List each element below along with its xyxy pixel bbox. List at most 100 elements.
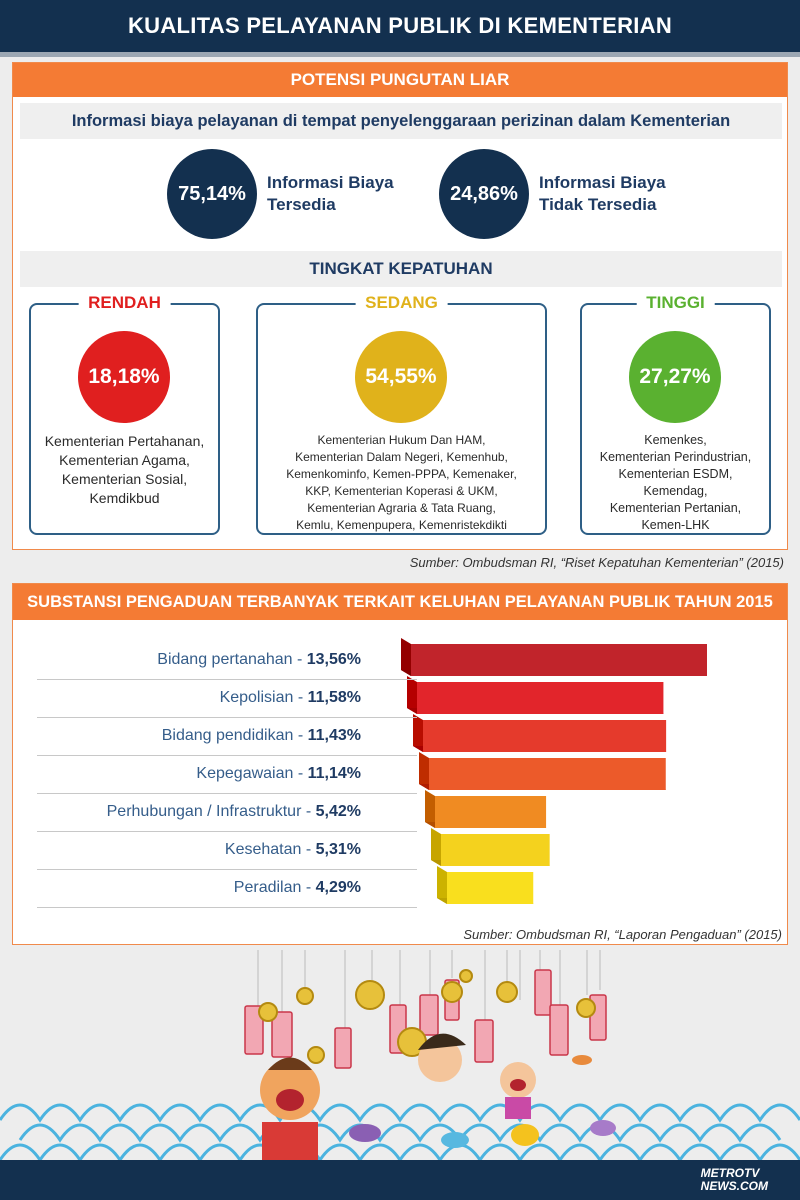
ministry-item: Kemen-LHK <box>641 518 710 532</box>
bar-category-label: Kepegawaian - 11,14% <box>196 765 361 783</box>
section-title: SUBSTANSI PENGADUAN TERBANYAK TERKAIT KE… <box>13 584 787 620</box>
bar-value-label: 11,43% <box>307 727 361 744</box>
section-title-text: POTENSI PUNGUTAN LIAR <box>290 70 510 89</box>
stat-value: 75,14% <box>178 182 246 205</box>
money-illustration <box>0 950 800 1160</box>
bar-category-label: Kesehatan - 5,31% <box>225 841 361 859</box>
section-title-text: SUBSTANSI PENGADUAN TERBANYAK TERKAIT KE… <box>27 592 773 611</box>
ministry-item: KKP, Kementerian Koperasi & UKM, <box>305 484 498 498</box>
ministry-item: Kementerian Pertahanan, <box>44 433 205 449</box>
row-divider <box>37 831 417 832</box>
category-name: Kepolisian - <box>219 689 308 706</box>
bar-side <box>413 714 423 752</box>
logo-line: NEWS.COM <box>700 1179 768 1193</box>
source-note-complaints: Sumber: Ombudsman RI, “Laporan Pengaduan… <box>463 927 782 942</box>
bar-side <box>407 676 417 714</box>
complaints-bar-chart <box>401 638 707 904</box>
ministry-list: Kementerian Hukum Dan HAM, Kementerian D… <box>264 432 539 534</box>
bar-category-label: Peradilan - 4,29% <box>234 879 361 897</box>
bar-side <box>437 866 447 904</box>
page-title: KUALITAS PELAYANAN PUBLIK DI KEMENTERIAN <box>127 13 673 38</box>
ministry-list: Kemenkes, Kementerian Perindustrian, Kem… <box>588 432 763 534</box>
bar-value-label: 5,31% <box>315 841 361 858</box>
ministry-item: Kementerian Sosial, <box>61 471 188 487</box>
bar-value-label: 11,14% <box>307 765 361 782</box>
section-illegal-levies: POTENSI PUNGUTAN LIAR Informasi biaya pe… <box>12 62 788 550</box>
bar-value-label: 5,42% <box>315 803 361 820</box>
bar-value-label: 4,29% <box>315 879 361 896</box>
stat-label-line: Informasi Biaya <box>539 173 666 192</box>
ministry-item: Kementerian Dalam Negeri, Kemenhub, <box>295 450 508 464</box>
level-circle: 54,55% <box>355 331 447 423</box>
logo-line: METROTV <box>700 1166 760 1180</box>
bar <box>411 644 707 676</box>
compliance-heading-text: TINGKAT KEPATUHAN <box>309 259 493 278</box>
row-divider <box>37 679 417 680</box>
stat-label-line: Tidak Tersedia <box>539 195 657 214</box>
level-circle: 27,27% <box>629 331 721 423</box>
stat-label-line: Informasi Biaya <box>267 173 394 192</box>
level-value: 27,27% <box>639 365 711 388</box>
stat-circle-available: 75,14% <box>167 149 257 239</box>
source-note-compliance: Sumber: Ombudsman RI, “Riset Kepatuhan K… <box>409 555 784 570</box>
bar <box>441 834 550 866</box>
bar-category-label: Bidang pertanahan - 13,56% <box>157 651 361 669</box>
category-name: Bidang pertanahan - <box>157 651 307 668</box>
ministry-item: Kemenkes, <box>644 433 707 447</box>
ministry-item: Kemenkominfo, Kemen-PPPA, Kemenaker, <box>286 467 517 481</box>
stat-label-available: Informasi Biaya Tersedia <box>267 172 394 216</box>
category-name: Perhubungan / Infrastruktur - <box>106 803 316 820</box>
row-divider <box>37 793 417 794</box>
ministry-item: Kementerian Hukum Dan HAM, <box>317 433 486 447</box>
ministry-item: Kementerian Perindustrian, <box>599 450 752 464</box>
category-name: Bidang pendidikan - <box>161 727 308 744</box>
bar-side <box>401 638 411 676</box>
bar-category-label: Kepolisian - 11,58% <box>220 689 361 707</box>
page-header: KUALITAS PELAYANAN PUBLIK DI KEMENTERIAN <box>0 0 800 52</box>
bar-value-label: 11,58% <box>307 689 361 706</box>
ministry-item: Kemendag, <box>643 484 708 498</box>
ministry-item: Kementerian Agama, <box>59 452 190 468</box>
row-divider <box>37 755 417 756</box>
level-box-medium: SEDANG 54,55% Kementerian Hukum Dan HAM,… <box>256 293 547 535</box>
row-divider <box>37 869 417 870</box>
stat-circle-unavailable: 24,86% <box>439 149 529 239</box>
bar-side <box>425 790 435 828</box>
level-circle: 18,18% <box>78 331 170 423</box>
row-divider <box>37 907 417 908</box>
info-heading-text: Informasi biaya pelayanan di tempat peny… <box>71 111 731 130</box>
header-divider <box>0 52 800 57</box>
bar-category-label: Perhubungan / Infrastruktur - 5,42% <box>107 803 361 821</box>
bar-side <box>419 752 429 790</box>
category-name: Kesehatan - <box>224 841 316 858</box>
level-title: SEDANG <box>355 293 448 313</box>
ministry-item: Kementerian Agraria & Tata Ruang, <box>307 501 496 515</box>
info-heading: Informasi biaya pelayanan di tempat peny… <box>20 103 782 139</box>
stat-label-line: Tersedia <box>267 195 336 214</box>
ministry-item: Kementerian Pertanian, <box>609 501 742 515</box>
level-title: TINGGI <box>636 293 715 313</box>
level-title: RENDAH <box>78 293 171 313</box>
compliance-heading: TINGKAT KEPATUHAN <box>20 251 782 287</box>
footer-bar <box>0 1160 800 1200</box>
stat-value: 24,86% <box>450 182 518 205</box>
bar-category-label: Bidang pendidikan - 11,43% <box>162 727 361 745</box>
category-name: Kepegawaian - <box>196 765 308 782</box>
ministry-item: Kemlu, Kemenpupera, Kemenristekdikti <box>296 518 507 532</box>
section-complaints: SUBSTANSI PENGADUAN TERBANYAK TERKAIT KE… <box>12 583 788 945</box>
category-name: Peradilan - <box>233 879 316 896</box>
level-value: 18,18% <box>88 365 160 388</box>
bar <box>429 758 666 790</box>
metrotvnews-logo: METROTV NEWS.COM <box>701 1167 768 1193</box>
bar-side <box>431 828 441 866</box>
ministry-item: Kementerian ESDM, <box>618 467 733 481</box>
bar <box>435 796 547 828</box>
level-box-high: TINGGI 27,27% Kemenkes, Kementerian Peri… <box>580 293 771 535</box>
bar-value-label: 13,56% <box>306 651 361 668</box>
bar <box>423 720 667 752</box>
bar <box>417 682 664 714</box>
bar <box>447 872 534 904</box>
illustration-svg <box>0 950 800 1160</box>
stat-label-unavailable: Informasi Biaya Tidak Tersedia <box>539 172 666 216</box>
ministry-item: Kemdikbud <box>89 490 160 506</box>
